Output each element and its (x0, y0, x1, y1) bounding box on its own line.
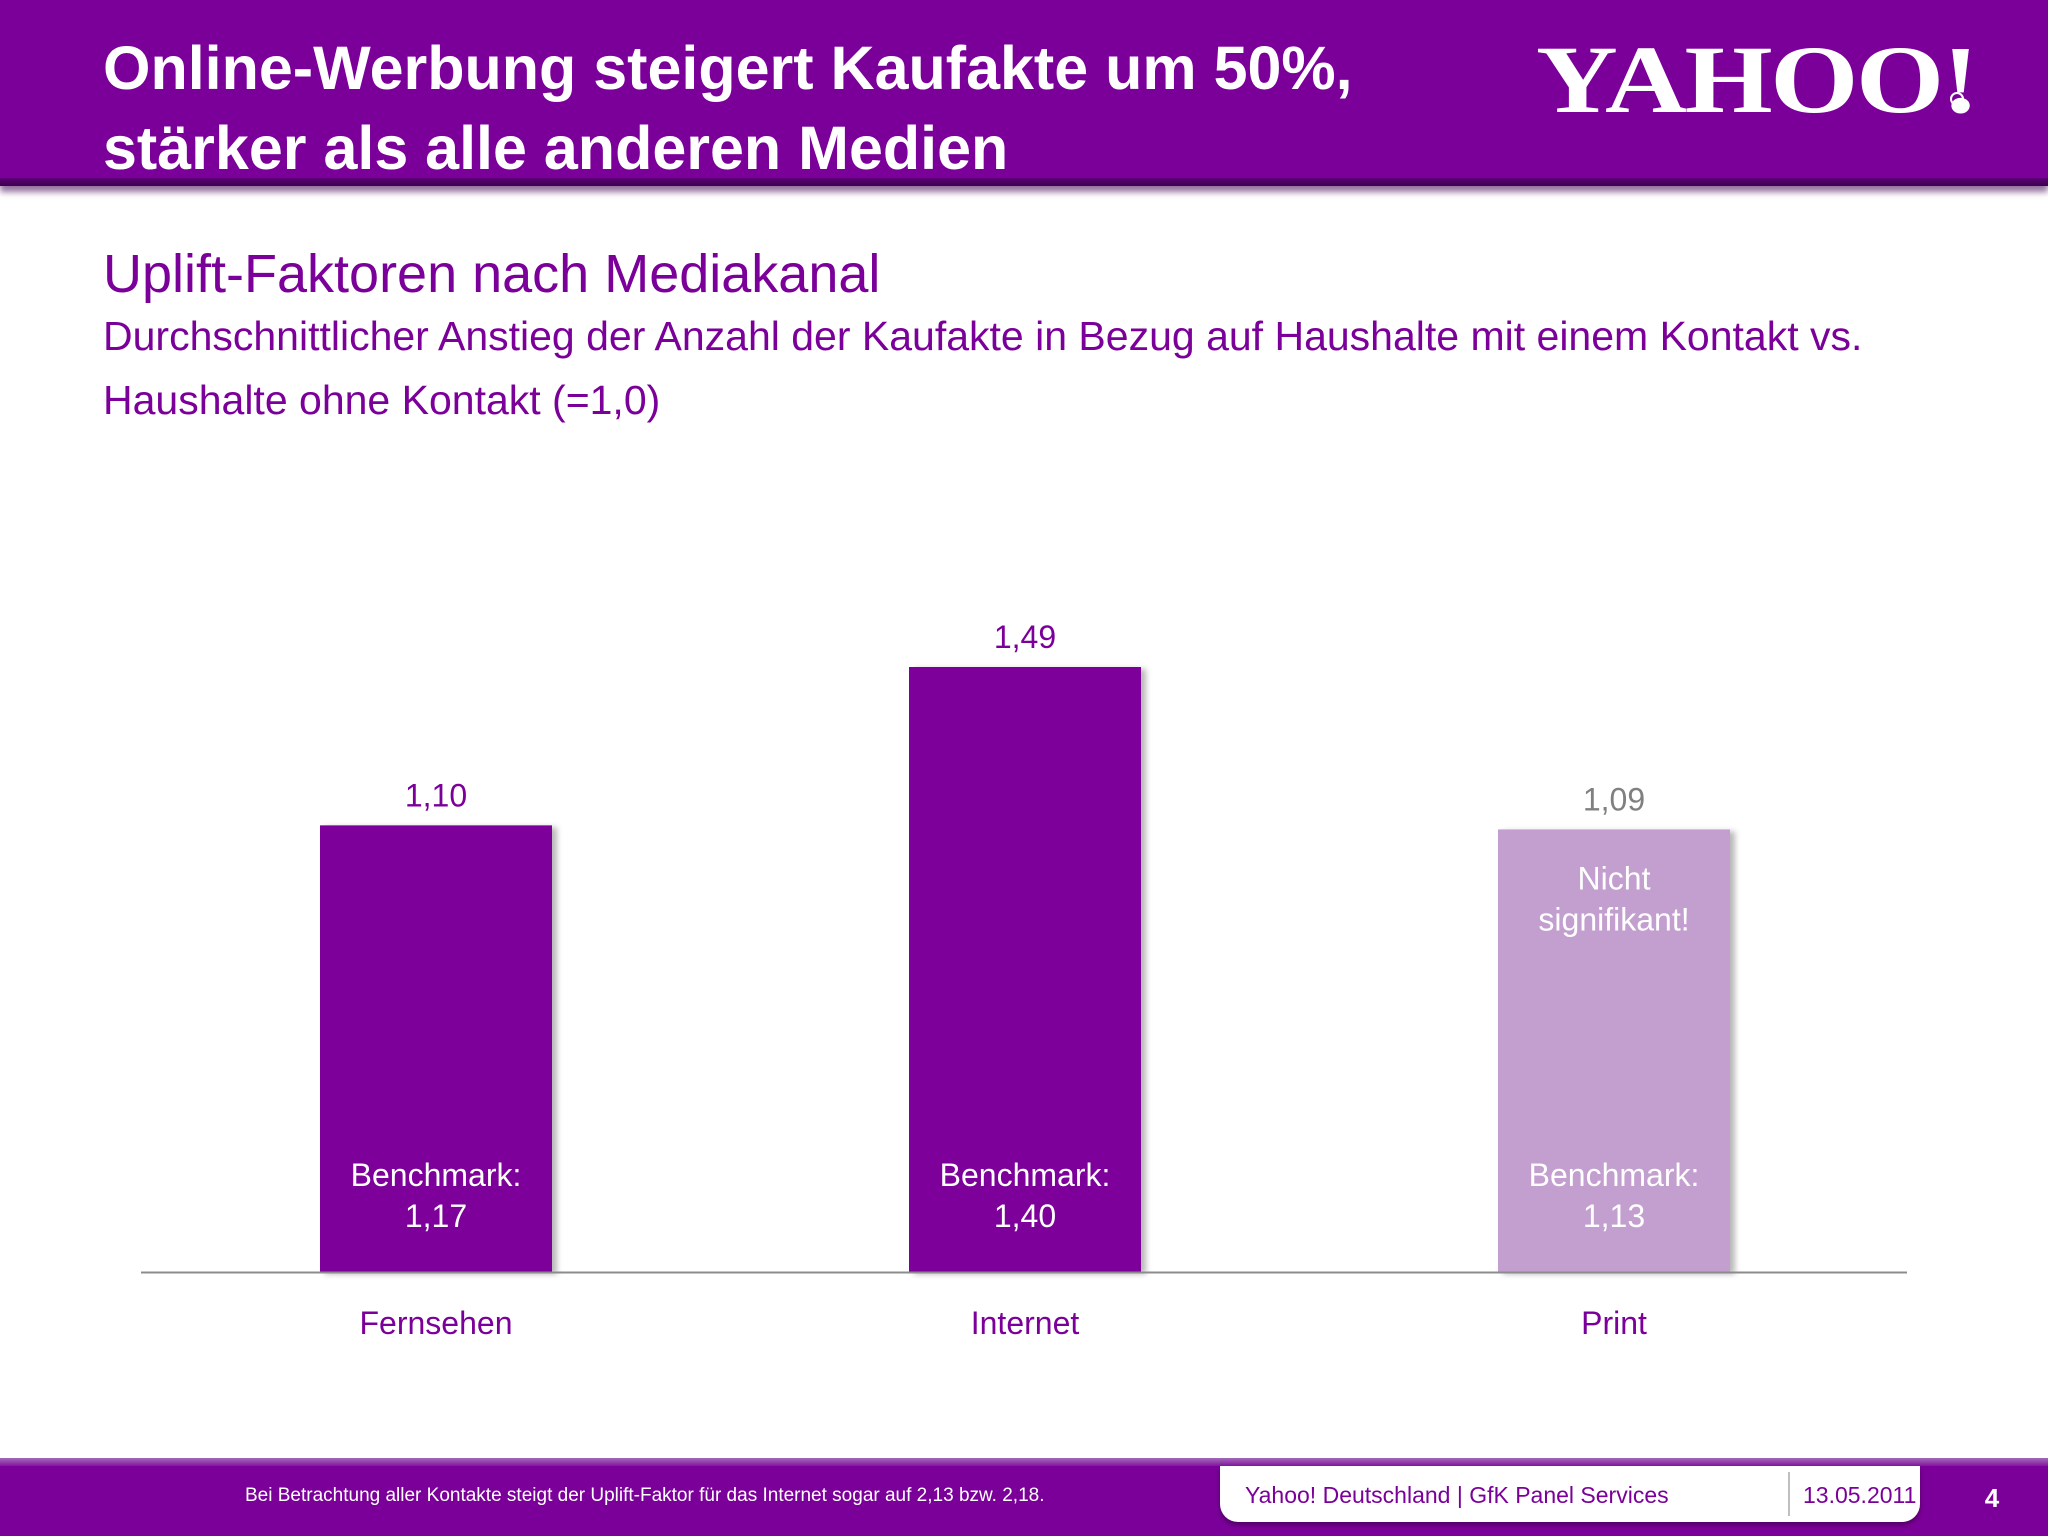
footer-top-edge (0, 1458, 2048, 1468)
chart-description: Durchschnittlicher Anstieg der Anzahl de… (103, 313, 1863, 423)
benchmark-value-print: 1,13 (1583, 1198, 1645, 1234)
annotation-print-line-2: signifikant! (1538, 901, 1689, 937)
footer-source-box (1220, 1466, 1920, 1522)
bar-print (1498, 829, 1730, 1272)
page-title: Online-Werbung steigert Kaufakte um 50%,… (103, 28, 1503, 188)
value-label-print: 1,09 (1583, 781, 1645, 817)
benchmark-label-print: Benchmark: (1529, 1157, 1700, 1193)
footer-date: 13.05.2011 (1803, 1482, 1917, 1508)
chart-subtitle: Uplift-Faktoren nach Mediakanal (103, 244, 881, 304)
category-label-internet: Internet (971, 1305, 1080, 1341)
benchmark-value-internet: 1,40 (994, 1198, 1056, 1234)
header-shadow (0, 178, 2048, 186)
page-number: 4 (1984, 1483, 2000, 1513)
registered-mark-icon (1950, 92, 1964, 106)
bar-fernsehen (320, 825, 552, 1272)
header-bar (0, 0, 2048, 186)
value-label-fernsehen: 1,10 (405, 777, 467, 813)
bar-internet (909, 667, 1141, 1272)
footer-separator (1788, 1472, 1790, 1516)
benchmark-label-fernsehen: Benchmark: (351, 1157, 522, 1193)
category-label-print: Print (1581, 1305, 1647, 1341)
page-title-line-2: stärker als alle anderen Medien (103, 114, 1009, 182)
category-label-fernsehen: Fernsehen (360, 1305, 513, 1341)
yahoo-logo: YAHOO! (1536, 26, 1979, 133)
value-label-internet: 1,49 (994, 619, 1056, 655)
page-title-line-1: Online-Werbung steigert Kaufakte um 50%, (103, 34, 1353, 102)
footer-source: Yahoo! Deutschland | GfK Panel Services (1245, 1482, 1669, 1508)
footnote: Bei Betrachtung aller Kontakte steigt de… (245, 1485, 1045, 1506)
benchmark-label-internet: Benchmark: (940, 1157, 1111, 1193)
benchmark-value-fernsehen: 1,17 (405, 1198, 467, 1234)
bar-chart: 1,10 Benchmark: 1,17 Fernsehen 1,49 Benchmark… (141, 619, 1907, 1341)
annotation-print-line-1: Nicht (1578, 860, 1651, 896)
